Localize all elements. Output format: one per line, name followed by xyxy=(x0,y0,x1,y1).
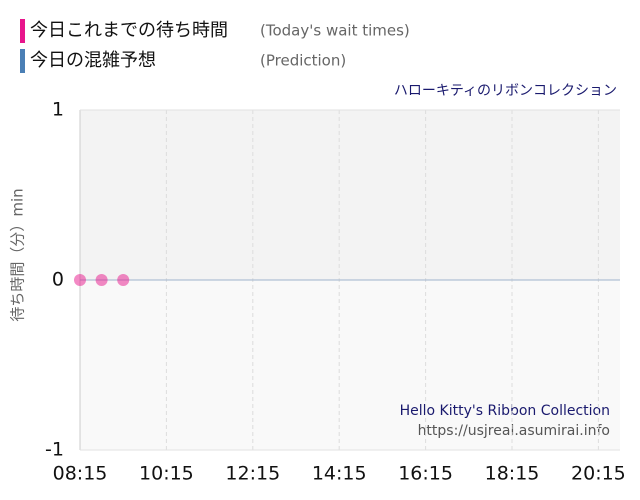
watermark-url: https://usjreal.asumirai.info xyxy=(418,423,610,439)
x-tick-label: 12:15 xyxy=(225,463,280,485)
x-tick-label: 10:15 xyxy=(139,463,194,485)
legend-note: (Today's wait times) xyxy=(260,22,410,40)
x-tick-label: 08:15 xyxy=(53,463,108,485)
legend-swatch xyxy=(20,19,25,43)
subtitle: ハローキティのリボンコレクション xyxy=(394,83,617,99)
data-point xyxy=(74,274,86,286)
plot-lower xyxy=(80,280,620,450)
data-point xyxy=(117,274,130,286)
x-tick-label: 20:15 xyxy=(571,463,626,485)
x-tick-label: 14:15 xyxy=(312,463,367,485)
watermark: Hello Kitty's Ribbon Collection xyxy=(400,403,610,419)
y-tick-label: 0 xyxy=(52,269,64,291)
data-point xyxy=(95,274,108,286)
x-tick-label: 16:15 xyxy=(398,463,453,485)
y-axis-label: 待ち時間（分）min xyxy=(9,188,27,321)
plot-upper xyxy=(80,110,620,280)
y-tick-label: -1 xyxy=(45,439,64,461)
x-tick-label: 18:15 xyxy=(485,463,540,485)
legend-swatch xyxy=(20,49,25,73)
legend-label: 今日の混雑予想 xyxy=(30,50,156,71)
y-tick-label: 1 xyxy=(52,99,64,121)
legend-label: 今日これまでの待ち時間 xyxy=(30,20,228,41)
legend-note: (Prediction) xyxy=(260,52,346,70)
